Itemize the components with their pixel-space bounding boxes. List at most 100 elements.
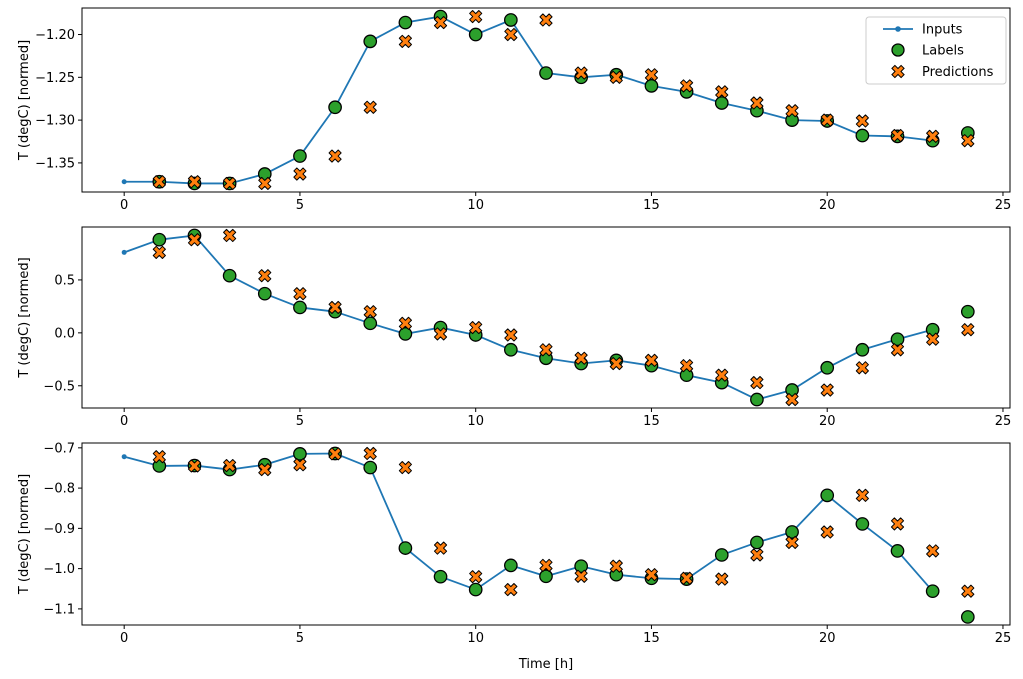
prediction-point [890, 517, 905, 531]
prediction-point [258, 176, 272, 191]
prediction-point [258, 462, 272, 477]
x-tick-label: 15 [643, 631, 660, 646]
label-point [925, 584, 940, 599]
predictions-series [152, 446, 975, 598]
prediction-point [363, 100, 377, 114]
axes-frame [81, 226, 1011, 409]
y-tick-label: −0.9 [43, 522, 75, 537]
predictions-series [152, 9, 975, 191]
prediction-point [961, 323, 975, 337]
prediction-point [504, 582, 518, 597]
prediction-point [890, 128, 905, 143]
legend-predictions-x-icon [891, 64, 905, 79]
label-point [750, 392, 764, 407]
label-point [363, 34, 378, 49]
y-tick-label: −1.35 [35, 156, 75, 171]
predictions-series [152, 228, 975, 407]
subplot-middle: 0 5 10 15 20 25 0.5 0.0 −0.5 T (degC) [normed] [17, 226, 1012, 429]
labels-series [152, 228, 975, 407]
y-axis-label: T (degC) [normed] [17, 474, 32, 595]
x-tick-label: 25 [995, 631, 1012, 646]
label-point [714, 96, 729, 110]
label-point [293, 447, 307, 461]
inputs-line [124, 15, 933, 185]
prediction-point [328, 149, 342, 163]
x-tick-label: 10 [467, 631, 484, 646]
prediction-point [152, 175, 166, 189]
label-point [644, 79, 659, 93]
inputs-point [121, 454, 127, 460]
legend-label: Inputs [922, 23, 963, 38]
y-tick-label: −0.5 [43, 379, 75, 394]
label-point [574, 559, 589, 574]
label-point [855, 128, 870, 143]
label-point [503, 13, 518, 27]
prediction-point [785, 104, 799, 118]
prediction-point [926, 129, 940, 143]
prediction-point [223, 228, 237, 243]
y-tick-label: 0.0 [54, 326, 75, 341]
prediction-point [680, 79, 694, 93]
prediction-point [715, 572, 729, 586]
x-tick-label: 0 [120, 631, 128, 646]
legend-item-labels: Labels [891, 43, 964, 59]
label-point [152, 232, 167, 247]
subplot-top: 0 5 10 15 20 25 −1.20 −1.25 −1.30 −1.35T (degC) [… [17, 7, 1011, 213]
label-point [328, 100, 342, 115]
label-point [468, 27, 483, 42]
prediction-point [152, 245, 166, 259]
prediction-point [398, 316, 412, 330]
label-point [503, 342, 518, 357]
prediction-point [328, 447, 342, 461]
label-point [820, 360, 835, 375]
legend-item-predictions: Predictions [891, 64, 994, 80]
y-axis-label: T (degC) [normed] [17, 40, 32, 161]
prediction-point [609, 356, 623, 371]
x-tick-label: 10 [467, 198, 484, 213]
prediction-point [398, 34, 412, 48]
x-tick-label: 0 [120, 198, 128, 213]
prediction-point [152, 450, 166, 464]
label-point [257, 286, 272, 301]
labels-series [152, 446, 975, 624]
prediction-point [469, 320, 483, 335]
label-point [503, 558, 518, 573]
prediction-point [363, 305, 377, 319]
prediction-point [644, 353, 659, 367]
label-point [398, 15, 413, 30]
prediction-point [750, 376, 764, 390]
prediction-point [433, 327, 448, 341]
axes-frame [81, 442, 1011, 626]
prediction-point [539, 343, 553, 357]
y-axis-label: T (degC) [normed] [17, 257, 32, 378]
x-tick-label: 10 [467, 414, 484, 429]
inputs-point [121, 249, 127, 255]
prediction-point [187, 175, 202, 189]
prediction-point [433, 15, 448, 30]
prediction-point [504, 328, 518, 342]
inputs-series [121, 232, 936, 403]
prediction-point [644, 68, 659, 82]
prediction-point [609, 559, 623, 573]
legend-labels-circle-icon [891, 43, 905, 57]
x-tick-label: 25 [995, 414, 1012, 429]
prediction-point [855, 488, 869, 502]
label-point [293, 300, 307, 315]
prediction-point [293, 458, 307, 472]
prediction-point [961, 134, 975, 148]
prediction-point [820, 383, 834, 397]
prediction-point [223, 458, 237, 473]
prediction-point [890, 343, 905, 357]
prediction-point [187, 233, 202, 247]
prediction-point [715, 368, 729, 382]
prediction-point [469, 9, 483, 24]
labels-series [152, 9, 975, 191]
prediction-point [855, 361, 869, 375]
inputs-point [121, 179, 127, 185]
label-point [363, 460, 378, 475]
prediction-point [926, 544, 940, 558]
label-point [398, 541, 413, 555]
x-axis-label: Time [h] [518, 657, 573, 672]
prediction-point [855, 114, 869, 128]
